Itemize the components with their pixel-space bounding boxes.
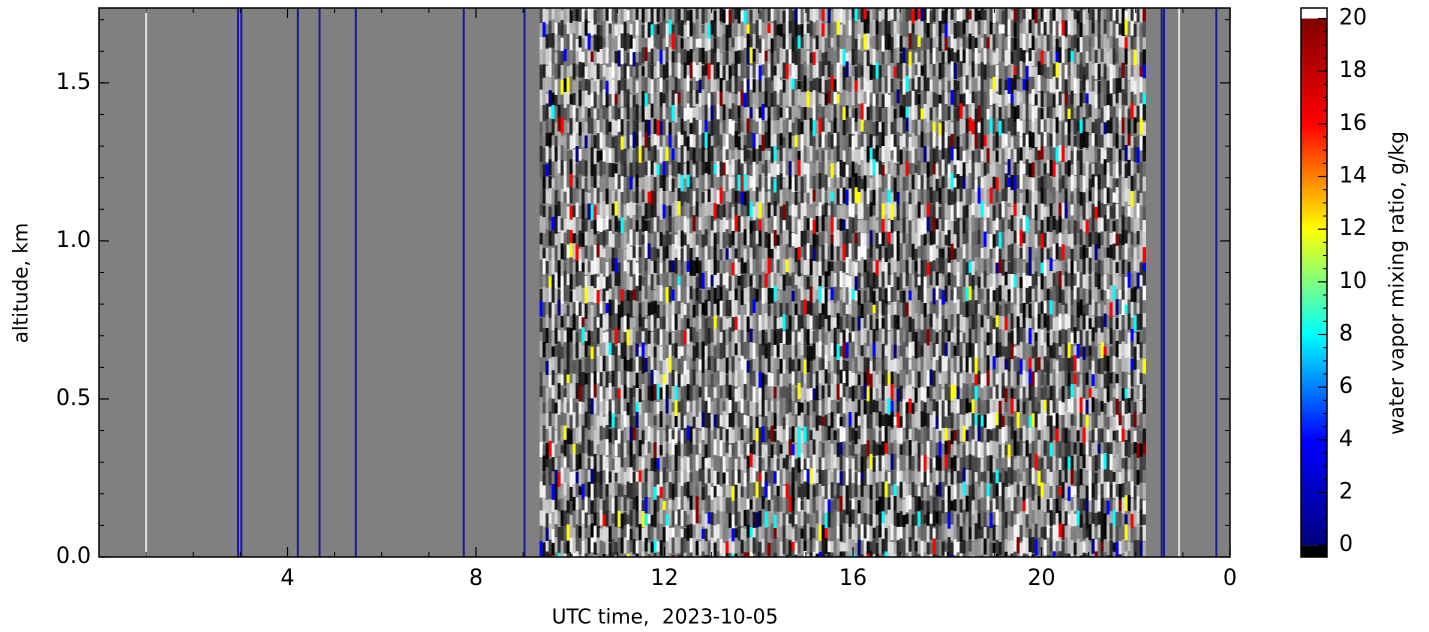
colorbar-label: water vapor mixing ratio, g/kg: [1385, 131, 1409, 435]
colorbar-tick-label: 4: [1339, 427, 1353, 452]
x-tick-label: 16: [839, 566, 867, 591]
y-tick-label: 1.5: [56, 70, 91, 95]
colorbar-tick-label: 18: [1339, 58, 1367, 83]
x-axis-label: UTC time, 2023-10-05: [552, 605, 779, 629]
plot-area: [99, 8, 1230, 557]
colorbar-tick-label: 0: [1339, 532, 1353, 557]
colorbar-tick-label: 16: [1339, 111, 1367, 136]
x-tick-label: 8: [469, 566, 483, 591]
colorbar-under: [1301, 545, 1327, 557]
colorbar-tick-label: 12: [1339, 216, 1367, 241]
y-tick-label: 1.0: [56, 228, 91, 253]
y-tick-label: 0.5: [56, 386, 91, 411]
colorbar-tick-label: 8: [1339, 322, 1353, 347]
colorbar-tick-label: 6: [1339, 374, 1353, 399]
x-tick-label: 20: [1028, 566, 1056, 591]
colorbar-over: [1301, 8, 1327, 19]
y-axis-label: altitude, km: [9, 223, 33, 344]
x-tick-label: 4: [281, 566, 295, 591]
x-tick-label: 0: [1223, 566, 1237, 591]
colorbar-tick-label: 14: [1339, 164, 1367, 189]
colorbar-tick-label: 2: [1339, 479, 1353, 504]
colorbar-tick-label: 20: [1339, 6, 1367, 31]
noise-region: [539, 8, 1146, 557]
y-tick-label: 0.0: [56, 544, 91, 569]
x-tick-label: 12: [651, 566, 679, 591]
colorbar-tick-label: 10: [1339, 269, 1367, 294]
colorbar-frame: [1300, 7, 1328, 558]
